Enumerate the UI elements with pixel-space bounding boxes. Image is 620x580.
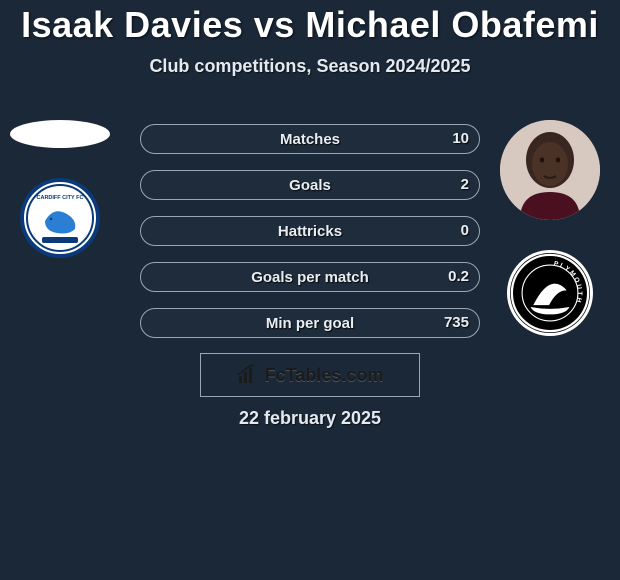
date-stamp: 22 february 2025 bbox=[0, 408, 620, 429]
player2-photo bbox=[500, 120, 600, 220]
stat-label: Matches bbox=[280, 131, 340, 148]
stat-value-right: 2 bbox=[461, 171, 469, 199]
player1-photo bbox=[10, 120, 110, 148]
bar-chart-icon bbox=[237, 364, 259, 386]
stat-label: Goals per match bbox=[251, 269, 369, 286]
brand-text: FcTables.com bbox=[265, 365, 384, 386]
player2-face-icon bbox=[500, 120, 600, 220]
stat-value-right: 0 bbox=[461, 217, 469, 245]
page-title: Isaak Davies vs Michael Obafemi bbox=[0, 0, 620, 46]
stat-label: Goals bbox=[289, 177, 331, 194]
stat-row: Min per goal 735 bbox=[140, 308, 480, 338]
stat-value-right: 10 bbox=[452, 125, 469, 153]
title-player1: Isaak Davies bbox=[21, 4, 243, 45]
title-vs: vs bbox=[254, 4, 295, 45]
club-crest-cardiff: CARDIFF CITY FC bbox=[20, 178, 100, 258]
right-column: PLYMOUTH bbox=[500, 120, 600, 336]
brand-box: FcTables.com bbox=[200, 353, 420, 397]
title-player2: Michael Obafemi bbox=[305, 4, 599, 45]
stat-value-right: 735 bbox=[444, 309, 469, 337]
stat-label: Hattricks bbox=[278, 223, 342, 240]
cardiff-crest-icon: CARDIFF CITY FC bbox=[25, 183, 95, 253]
stats-table: Matches 10 Goals 2 Hattricks 0 Goals per… bbox=[140, 124, 480, 354]
stat-row: Goals per match 0.2 bbox=[140, 262, 480, 292]
stat-row: Hattricks 0 bbox=[140, 216, 480, 246]
club-crest-plymouth: PLYMOUTH bbox=[507, 250, 593, 336]
stat-row: Goals 2 bbox=[140, 170, 480, 200]
cardiff-crest-text: CARDIFF CITY FC bbox=[37, 195, 84, 201]
left-column: CARDIFF CITY FC bbox=[10, 120, 110, 258]
stat-value-right: 0.2 bbox=[448, 263, 469, 291]
stat-row: Matches 10 bbox=[140, 124, 480, 154]
stat-label: Min per goal bbox=[266, 315, 354, 332]
subtitle: Club competitions, Season 2024/2025 bbox=[0, 56, 620, 77]
plymouth-crest-icon: PLYMOUTH bbox=[510, 250, 590, 336]
